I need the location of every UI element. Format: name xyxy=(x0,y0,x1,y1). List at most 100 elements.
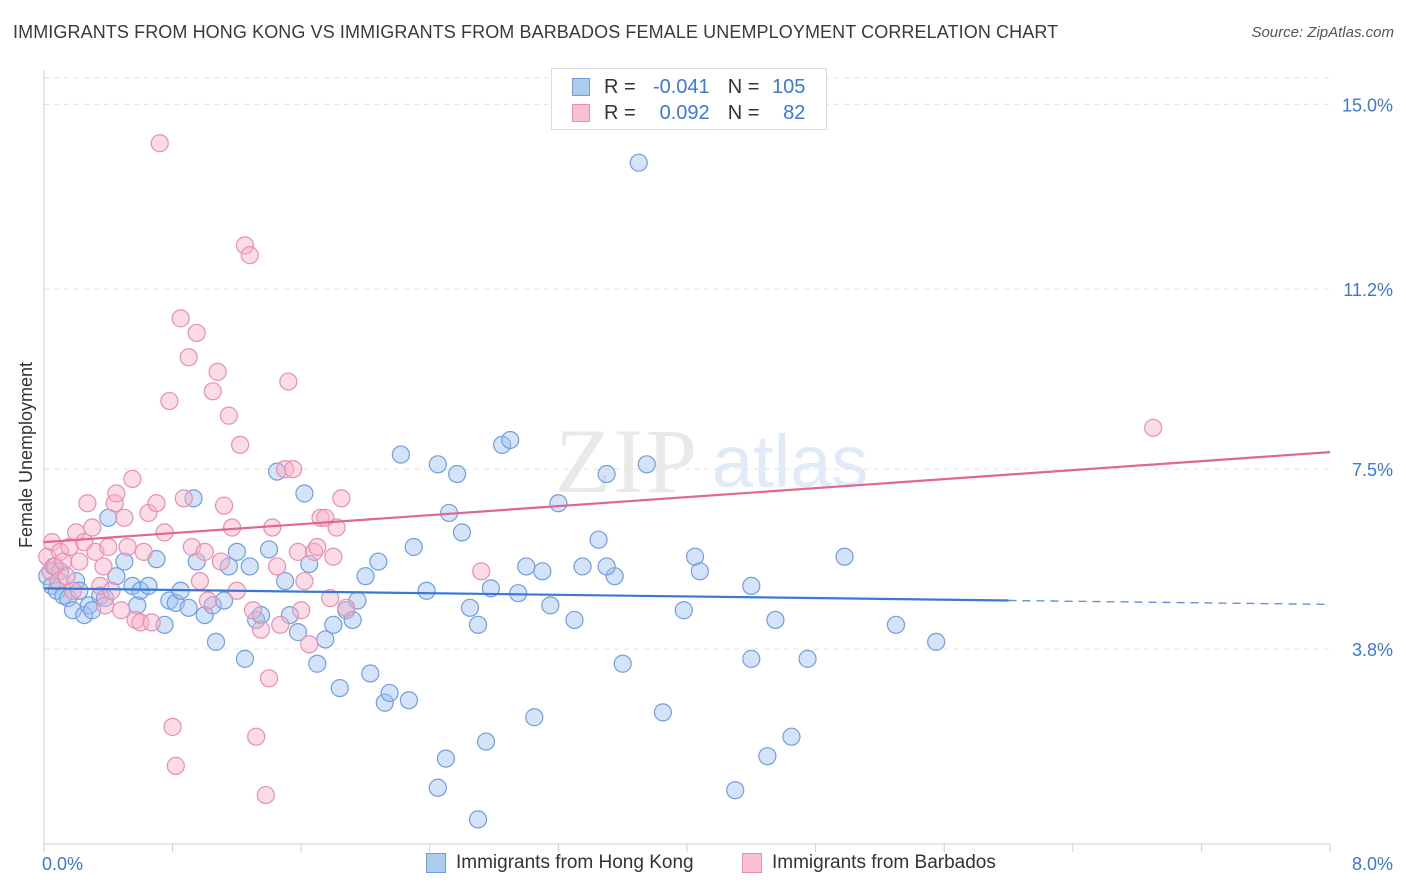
axes xyxy=(43,70,1331,852)
point-hong-kong-91 xyxy=(690,562,709,581)
x-tick-label-1: 8.0% xyxy=(1352,854,1393,874)
point-hong-kong-42 xyxy=(276,571,295,591)
point-barbados-9 xyxy=(63,581,83,600)
point-hong-kong-54 xyxy=(356,567,375,586)
point-barbados-56 xyxy=(243,601,263,620)
point-barbados-22 xyxy=(107,484,126,503)
legend-r-label: R = xyxy=(604,75,636,98)
legend-r-value: -0.041 xyxy=(652,75,710,98)
point-hong-kong-81 xyxy=(573,557,592,576)
point-barbados-60 xyxy=(259,669,279,688)
trend-lines xyxy=(43,451,1331,606)
series-barbados xyxy=(38,134,1163,805)
point-hong-kong-90 xyxy=(685,547,705,566)
point-barbados-14 xyxy=(83,518,102,537)
point-hong-kong-63 xyxy=(428,455,447,474)
point-barbados-59 xyxy=(256,785,275,805)
y-axis-label: Female Unemployment xyxy=(16,362,36,548)
point-hong-kong-77 xyxy=(533,562,552,581)
point-hong-kong-32 xyxy=(206,632,226,651)
bottom-legend-swatch-hong-kong xyxy=(426,853,446,873)
point-hong-kong-86 xyxy=(629,153,648,172)
point-hong-kong-56 xyxy=(369,552,388,571)
point-hong-kong-66 xyxy=(448,464,467,484)
point-hong-kong-93 xyxy=(742,649,761,668)
point-hong-kong-70 xyxy=(476,732,496,751)
point-barbados-67 xyxy=(288,542,308,561)
point-hong-kong-37 xyxy=(240,557,259,576)
point-barbados-19 xyxy=(99,537,118,557)
point-hong-kong-75 xyxy=(517,557,536,576)
point-hong-kong-71 xyxy=(481,579,500,598)
point-hong-kong-55 xyxy=(361,664,380,683)
point-barbados-29 xyxy=(134,542,153,561)
point-hong-kong-73 xyxy=(501,430,520,450)
point-hong-kong-80 xyxy=(565,610,584,630)
point-hong-kong-78 xyxy=(541,596,560,615)
point-barbados-54 xyxy=(235,236,255,255)
legend-r-value: 0.092 xyxy=(659,101,710,124)
point-hong-kong-61 xyxy=(404,537,423,557)
point-barbados-79 xyxy=(337,598,356,617)
x-tick-label-0: 0.0% xyxy=(42,854,83,874)
point-hong-kong-103 xyxy=(726,781,745,800)
point-hong-kong-67 xyxy=(452,523,472,542)
point-barbados-46 xyxy=(203,382,222,401)
point-barbados-43 xyxy=(190,571,210,591)
point-hong-kong-50 xyxy=(330,678,349,698)
point-hong-kong-82 xyxy=(589,530,608,549)
point-barbados-36 xyxy=(163,717,182,737)
bottom-legend-barbados: Immigrants from Barbados xyxy=(742,852,996,874)
legend-row-hong-kong: R = -0.041 N = 105 xyxy=(572,74,805,100)
point-hong-kong-36 xyxy=(235,649,255,668)
legend-n-value: 105 xyxy=(772,75,806,98)
point-hong-kong-40 xyxy=(259,540,279,559)
point-barbados-76 xyxy=(324,547,343,566)
point-hong-kong-59 xyxy=(391,445,410,464)
point-barbados-63 xyxy=(271,615,290,634)
point-hong-kong-100 xyxy=(927,632,946,651)
legend-swatch-hong-kong xyxy=(572,78,590,96)
point-hong-kong-58 xyxy=(380,683,399,703)
point-barbados-65 xyxy=(279,372,298,391)
point-hong-kong-101 xyxy=(468,810,488,829)
point-hong-kong-97 xyxy=(798,649,817,668)
point-hong-kong-99 xyxy=(886,615,906,634)
point-barbados-50 xyxy=(219,406,238,425)
data-points xyxy=(38,134,1163,829)
point-barbados-66 xyxy=(284,460,303,479)
point-hong-kong-98 xyxy=(835,547,854,566)
point-barbados-11 xyxy=(70,552,89,571)
point-barbados-23 xyxy=(112,601,131,620)
series-hong-kong xyxy=(38,153,946,829)
point-barbados-26 xyxy=(123,469,142,488)
watermark: ZIP atlas xyxy=(555,410,868,512)
point-hong-kong-62 xyxy=(417,581,436,600)
point-barbados-70 xyxy=(300,635,319,654)
point-hong-kong-89 xyxy=(674,601,693,620)
point-barbados-75 xyxy=(321,588,340,608)
point-hong-kong-87 xyxy=(637,455,656,474)
point-hong-kong-35 xyxy=(227,542,246,561)
point-hong-kong-76 xyxy=(525,708,544,727)
point-barbados-71 xyxy=(304,542,324,561)
point-hong-kong-44 xyxy=(288,623,308,642)
watermark-zip: ZIP xyxy=(555,410,699,512)
point-barbados-68 xyxy=(292,601,311,620)
point-hong-kong-17 xyxy=(115,552,134,571)
point-barbados-57 xyxy=(247,727,266,746)
point-hong-kong-104 xyxy=(428,778,447,797)
point-hong-kong-64 xyxy=(436,749,455,768)
trend-line-hong-kong xyxy=(43,587,1009,602)
chart-title: IMMIGRANTS FROM HONG KONG VS IMMIGRANTS … xyxy=(13,22,1059,42)
y-tick-label-1: 7.5% xyxy=(1352,460,1393,480)
point-barbados-78 xyxy=(332,489,351,508)
point-hong-kong-45 xyxy=(295,484,314,503)
point-hong-kong-69 xyxy=(468,615,488,634)
point-barbados-45 xyxy=(198,591,218,610)
tick-labels: 3.8% 7.5% 11.2% 15.0% 0.0% 8.0% xyxy=(42,95,1393,874)
point-hong-kong-27 xyxy=(179,598,198,617)
point-barbados-53 xyxy=(231,435,250,454)
point-hong-kong-83 xyxy=(597,464,616,484)
point-barbados-32 xyxy=(147,494,166,513)
